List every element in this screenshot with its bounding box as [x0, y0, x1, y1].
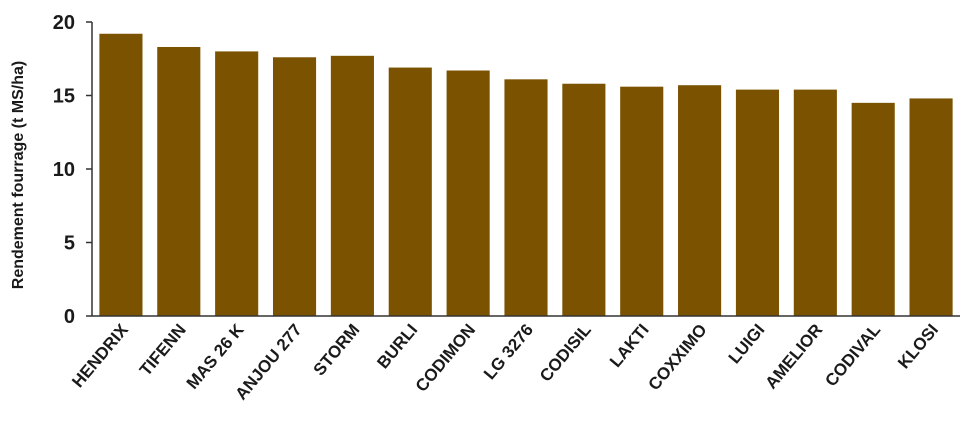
- bar-anjou-277: [272, 57, 317, 316]
- bar-amelior: [793, 89, 837, 317]
- x-tick-label: KLOSI: [894, 320, 942, 372]
- bar-hendrix: [99, 33, 143, 316]
- x-tick-label: AMELIOR: [761, 320, 826, 392]
- y-axis-title: Rendement fourrage (t MS/ha): [10, 61, 27, 289]
- x-tick-label: CODISIL: [536, 320, 595, 385]
- y-ticks-group: 0 5 10 15 20: [53, 12, 92, 328]
- y-tick-label: 10: [53, 159, 75, 181]
- x-tick-label: LAKTI: [606, 320, 653, 371]
- bar-codisil: [562, 83, 606, 317]
- bar-storm: [330, 55, 374, 317]
- bar-burli: [388, 67, 432, 316]
- bar-codival: [851, 102, 895, 316]
- x-tick-label: LG 3276: [480, 320, 537, 383]
- y-tick-label: 0: [64, 306, 75, 328]
- x-tick-label: TIFENN: [136, 320, 190, 379]
- x-tick-label: LUIGI: [725, 320, 769, 367]
- bar-lakti: [620, 86, 664, 317]
- bar-klosi: [909, 98, 953, 316]
- x-tick-label: CODIMON: [412, 320, 479, 395]
- bar-mas-26-k: [215, 51, 259, 317]
- x-tick-label: STORM: [310, 320, 364, 379]
- x-tick-label: COXXIMO: [644, 320, 710, 394]
- bar-tifenn: [157, 46, 201, 317]
- bar-lg-3276: [504, 79, 548, 316]
- x-tick-label: CODIVAL: [821, 320, 884, 390]
- bars-group: [99, 33, 953, 317]
- y-tick-label: 15: [53, 86, 75, 108]
- x-tick-label: HENDRIX: [68, 320, 132, 391]
- x-tick-label: BURLI: [373, 320, 421, 372]
- bar-coxximo: [678, 85, 722, 317]
- y-tick-label: 20: [53, 12, 75, 34]
- y-tick-label: 5: [64, 233, 75, 255]
- bar-luigi: [735, 89, 780, 317]
- bar-codimon: [446, 70, 490, 316]
